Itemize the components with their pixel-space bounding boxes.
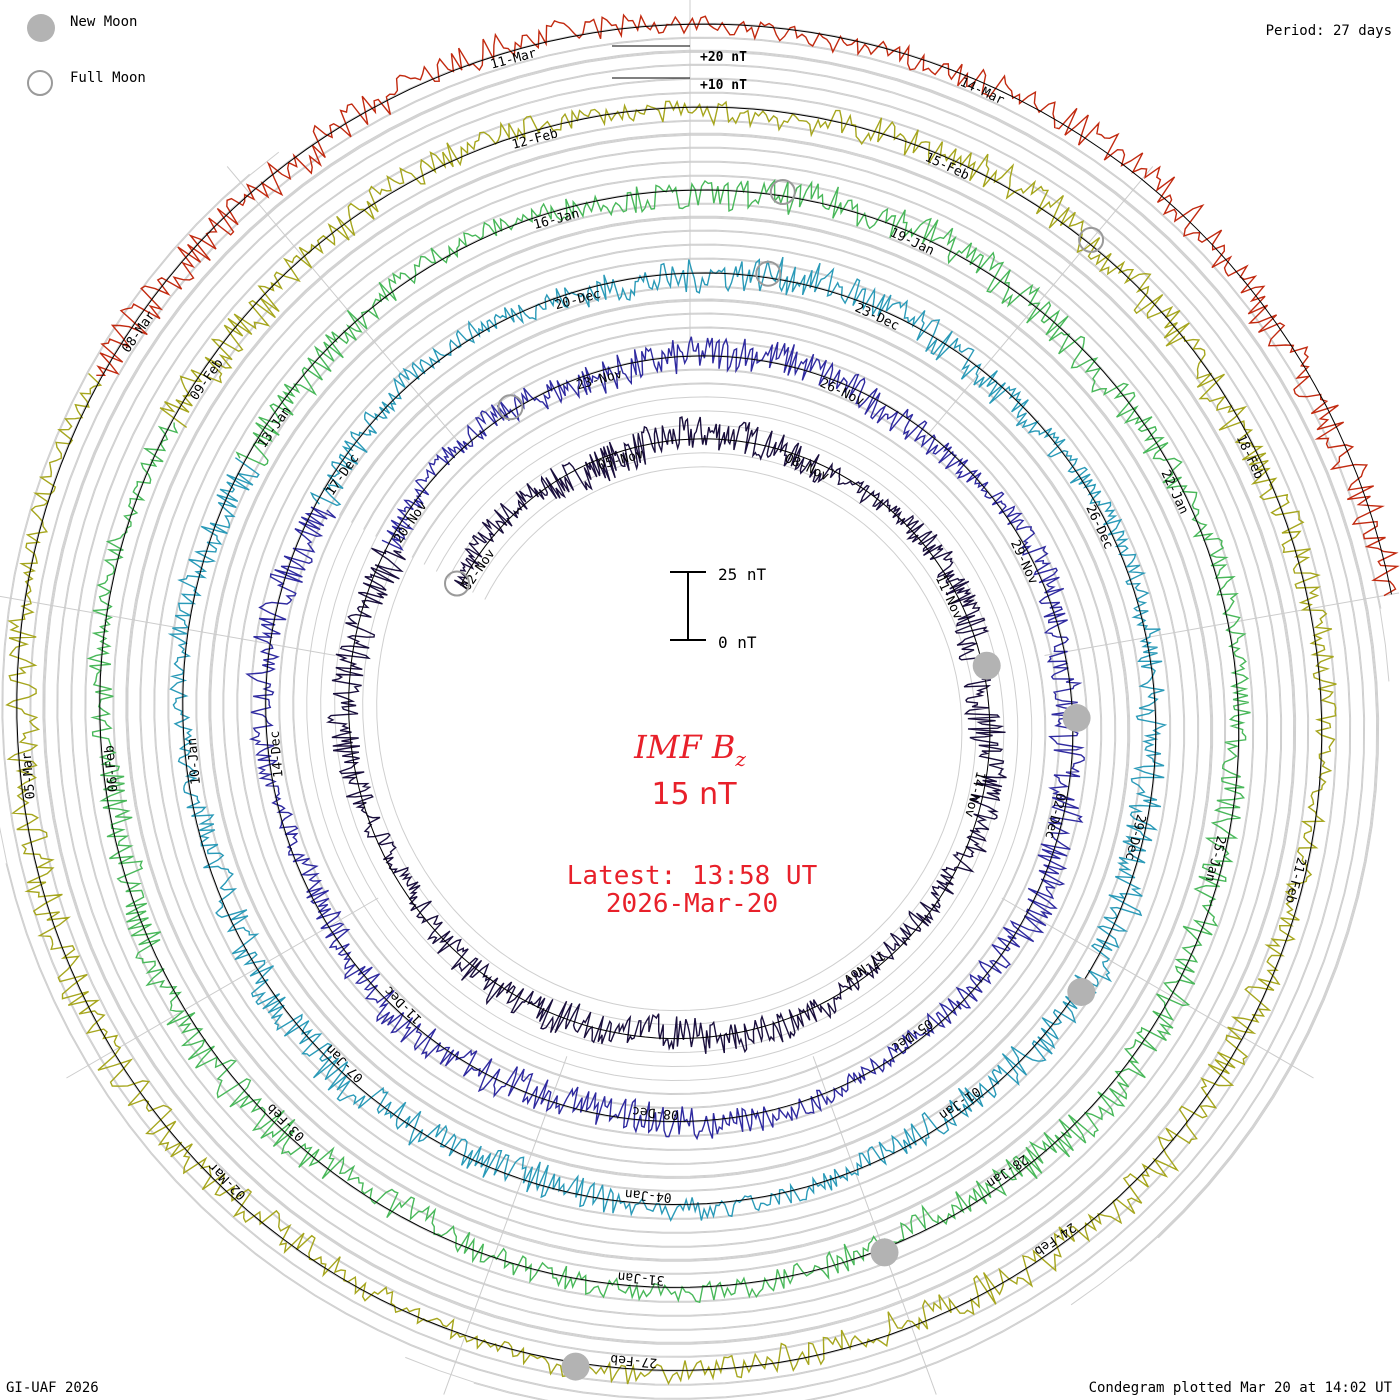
footer-credit: GI-UAF 2026: [6, 1380, 99, 1396]
trace-rotation-5: [5, 99, 1337, 1386]
new-moon-marker: [1062, 704, 1091, 732]
new-moon-icon: [27, 14, 55, 42]
baseline-rotation-2: [265, 355, 1074, 1123]
full-moon-marker: [497, 394, 524, 421]
amplitude-label-20: +20 nT: [700, 50, 747, 65]
new-moon-marker: [1067, 978, 1096, 1006]
grid-spiral: [43, 50, 1379, 1344]
footer-plotted-time: Condegram plotted Mar 20 at 14:02 UT: [1088, 1380, 1392, 1396]
date-label: 10-Jan: [185, 737, 204, 785]
grid-spiral: [30, 37, 1390, 1357]
new-moon-label: New Moon: [70, 14, 138, 30]
amplitude-label-10: +10 nT: [700, 78, 747, 93]
grid-spiral: [44, 51, 1378, 1343]
center-value: 15 nT: [651, 777, 737, 812]
baseline-rotation-6: [100, 23, 1392, 595]
grid-spiral: [0, 78, 1351, 1399]
full-moon-icon: [27, 70, 53, 96]
baseline-rotation-3: [182, 272, 1157, 1206]
period-label: Period: 27 days: [1265, 23, 1392, 39]
date-label: 02-Mar: [205, 1159, 249, 1203]
trace-rotation-1: [325, 416, 1007, 1054]
date-label: 27-Feb: [610, 1351, 658, 1370]
scale-bar-top-label: 25 nT: [718, 565, 767, 584]
grid-spoke: [226, 166, 459, 443]
amplitude-labels: +20 nT +10 nT: [612, 45, 747, 93]
date-label: 14-Nov: [961, 770, 988, 819]
date-label: 04-Jan: [624, 1186, 672, 1205]
center-title: IMF Bz 15 nT Latest: 13:58 UT 2026-Mar-2…: [567, 728, 818, 919]
grid-spoke: [812, 1056, 937, 1395]
date-label: 17-Nov: [841, 947, 888, 986]
grid-spiral: [56, 63, 1366, 1400]
date-label: 08-Dec: [631, 1103, 679, 1122]
grid-spiral: [29, 36, 1382, 1358]
trace-rotation-2: [245, 336, 1085, 1141]
scale-bar-bottom-label: 0 nT: [718, 633, 757, 652]
latest-time: Latest: 13:58 UT: [567, 861, 818, 891]
grid-spoke: [1044, 592, 1400, 656]
baseline-rotation-4: [99, 189, 1240, 1288]
new-moon-marker: [972, 651, 1001, 680]
grid-spiral: [5, 77, 1352, 1400]
new-moon-marker: [561, 1352, 590, 1381]
grid-spiral: [42, 49, 1380, 1345]
condegram-traces: [5, 13, 1400, 1386]
grid-spoke: [0, 595, 336, 656]
condegram-moon-markers: [444, 179, 1105, 1381]
date-label: 05-Mar: [20, 752, 39, 800]
date-label: 31-Jan: [617, 1268, 665, 1287]
date-label: 08-Nov: [782, 451, 831, 485]
grid-spiral: [1, 91, 1338, 1386]
date-label: 06-Feb: [102, 744, 121, 792]
date-label: 14-Dec: [268, 730, 287, 778]
full-moon-marker: [755, 260, 782, 287]
grid-spoke: [921, 166, 1154, 443]
baseline-rotation-5: [16, 106, 1323, 1371]
center-quantity-subscript: z: [734, 747, 746, 771]
full-moon-marker: [1078, 226, 1105, 253]
trace-rotation-4: [86, 178, 1251, 1304]
full-moon-label: Full Moon: [70, 70, 146, 86]
scale-bar: 25 nT 0 nT: [670, 565, 767, 652]
full-moon-marker: [444, 570, 470, 597]
baseline-rotation-1: [348, 438, 991, 1040]
grid-spoke: [443, 1056, 568, 1395]
center-quantity: IMF Bz: [633, 728, 746, 771]
new-moon-marker: [870, 1238, 899, 1267]
trace-rotation-6: [96, 13, 1400, 597]
grid-spoke: [1001, 897, 1314, 1079]
date-label: 16-Jan: [532, 206, 581, 233]
full-moon-marker: [769, 179, 796, 205]
latest-date: 2026-Mar-20: [606, 889, 778, 919]
center-quantity-main: IMF B: [633, 728, 735, 766]
trace-rotation-3: [167, 256, 1168, 1223]
